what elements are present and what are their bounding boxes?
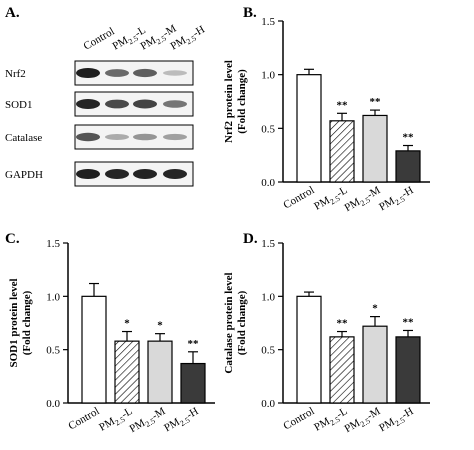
- blot-band: [105, 99, 129, 109]
- y-tick-label: 1.5: [261, 16, 275, 28]
- bar: [296, 295, 322, 404]
- nrf2-bar-chart: B. Nrf2 protein level (Fold change) 0.0 0.5 1…: [223, 5, 430, 216]
- blot-lane-header: Control: [82, 25, 117, 52]
- blot-band: [105, 134, 129, 140]
- x-tick-label: Control: [281, 405, 316, 432]
- significance-label: *: [157, 320, 163, 332]
- y-tick-label: 1.0: [261, 70, 275, 82]
- bar: [147, 340, 173, 404]
- blot-row-label: SOD1: [5, 99, 33, 111]
- y-axis-label-units: (Fold change): [236, 290, 248, 355]
- y-tick-label: 0.0: [46, 398, 60, 410]
- blot-band: [105, 69, 129, 77]
- blot-row: GAPDH: [5, 161, 194, 187]
- y-tick-label: 1.5: [261, 238, 275, 250]
- y-tick-label: 0.0: [261, 177, 275, 189]
- blot-row-label: Catalase: [5, 132, 42, 144]
- y-tick-label: 0.5: [46, 345, 60, 357]
- y-axis-label-units: (Fold change): [236, 69, 248, 134]
- significance-label: **: [370, 96, 382, 108]
- blot-row: SOD1: [5, 91, 194, 117]
- significance-label: **: [188, 338, 200, 350]
- blot-rows: Nrf2 SOD1 Catalase GAPDH: [5, 60, 194, 187]
- blot-band: [76, 168, 100, 180]
- blot-band: [133, 68, 157, 78]
- panel-letter-a: A.: [5, 5, 20, 21]
- bar: [114, 340, 140, 404]
- bar: [180, 362, 206, 404]
- panel-letter: D.: [243, 231, 258, 247]
- panel-letter: C.: [5, 231, 20, 247]
- blot-band: [133, 133, 157, 141]
- bar: [362, 325, 388, 404]
- x-tick-label: PM2.5-H: [377, 184, 416, 215]
- blot-band: [105, 169, 129, 179]
- significance-label: *: [124, 318, 130, 330]
- blot-band: [163, 169, 187, 179]
- blot-band: [76, 67, 100, 79]
- x-tick-label: PM2.5-M: [128, 405, 169, 437]
- blot-band: [133, 99, 157, 109]
- blot-band: [133, 169, 157, 179]
- significance-label: **: [337, 318, 349, 330]
- blot-band: [163, 70, 187, 76]
- y-tick-label: 1.0: [46, 291, 60, 303]
- bar: [296, 74, 322, 183]
- bar: [395, 150, 421, 183]
- bar: [395, 336, 421, 404]
- y-tick-label: 0.0: [261, 398, 275, 410]
- y-tick-label: 1.5: [46, 238, 60, 250]
- x-tick-label: PM2.5-H: [162, 405, 201, 436]
- bar: [362, 114, 388, 183]
- blot-row: Nrf2: [5, 60, 194, 86]
- y-axis-label: SOD1 protein level: [8, 278, 20, 367]
- y-axis-label-units: (Fold change): [21, 290, 33, 355]
- x-tick-label: PM2.5-M: [343, 184, 384, 216]
- blot-band: [163, 133, 187, 141]
- sod1-bar-chart: C. SOD1 protein level (Fold change) 0.0 0.5 1…: [5, 231, 215, 437]
- bar: [81, 295, 107, 404]
- y-tick-label: 1.0: [261, 291, 275, 303]
- x-tick-label: PM2.5-H: [377, 405, 416, 436]
- blot-band: [76, 132, 100, 142]
- significance-label: **: [403, 316, 415, 328]
- blot-band: [76, 99, 100, 109]
- bar: [329, 120, 355, 183]
- blot-row-label: GAPDH: [5, 169, 43, 181]
- blot-row: Catalase: [5, 124, 194, 150]
- x-tick-label: PM2.5-M: [343, 405, 384, 437]
- significance-label: **: [403, 132, 415, 144]
- panel-letter: B.: [243, 5, 257, 21]
- x-tick-label: Control: [281, 184, 316, 211]
- catalase-bar-chart: D. Catalase protein level (Fold change) 0.0…: [223, 231, 430, 437]
- y-axis-label: Nrf2 protein level: [223, 60, 235, 143]
- y-tick-label: 0.5: [261, 345, 275, 357]
- blot-band: [163, 100, 187, 108]
- significance-label: **: [337, 99, 349, 111]
- y-tick-label: 0.5: [261, 123, 275, 135]
- y-axis-label: Catalase protein level: [223, 272, 235, 373]
- blot-row-label: Nrf2: [5, 68, 26, 80]
- x-tick-label: Control: [66, 405, 101, 432]
- significance-label: *: [372, 303, 378, 315]
- bar: [329, 336, 355, 404]
